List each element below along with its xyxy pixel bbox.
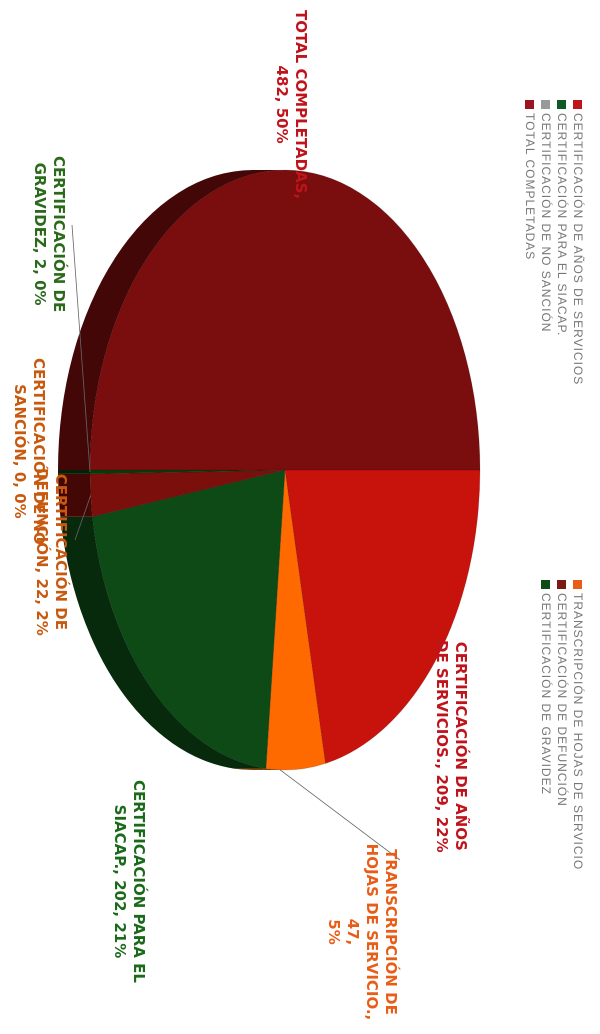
data-label-anos-servicios: CERTIFICACIÓN DE AÑOS DE SERVICIOS., 209…: [432, 640, 470, 853]
pie-slice-side: [58, 473, 93, 517]
pie-group: [58, 169, 481, 771]
data-label-line: DE SERVICIOS., 209, 22%: [433, 640, 451, 853]
data-label-total: TOTAL COMPLETADAS, 482, 50%: [272, 10, 310, 199]
pie-slice-side: [58, 170, 285, 470]
data-label-line: HOJAS DE SERVICIO., 47,: [344, 843, 381, 1021]
data-label-line: CERTIFICACIÓN PARA EL: [130, 780, 148, 983]
pie-slice-2: [265, 469, 326, 771]
pie-slice-4: [89, 469, 286, 518]
leader-line: [71, 224, 91, 472]
data-label-line: SIACAP., 202, 21%: [111, 804, 129, 959]
data-label-line: CERTIFICACIÓN DE AÑOS: [452, 641, 470, 851]
data-label-line: CERTIFICACIÓN DE: [50, 156, 68, 313]
data-label-no-sancion: CERTIFICACIÓN DE NO SANCIÓN, 0, 0%: [10, 358, 48, 545]
pie-slice-3: [91, 469, 286, 770]
leader-line: [279, 769, 401, 861]
data-label-line: TRANSCRIPCIÓN DE: [382, 849, 400, 1015]
pie-slice-side: [58, 470, 91, 474]
data-label-line: CERTIFICACIÓN DE: [52, 473, 70, 630]
pie-slice-1: [284, 469, 481, 765]
data-label-line: GRAVIDEZ, 2, 0%: [31, 162, 49, 306]
data-label-hojas-servicio: TRANSCRIPCIÓN DE HOJAS DE SERVICIO., 47,…: [324, 830, 400, 1034]
pie-slice-7: [89, 169, 481, 471]
data-label-siacap: CERTIFICACIÓN PARA EL SIACAP., 202, 21%: [110, 780, 148, 983]
data-label-line: SANCIÓN, 0, 0%: [11, 384, 29, 519]
pie-slice-side: [60, 516, 266, 769]
leader-lines: [71, 224, 401, 861]
data-label-line: 482, 50%: [273, 65, 291, 144]
data-label-gravidez: CERTIFICACIÓN DE GRAVIDEZ, 2, 0%: [30, 156, 68, 312]
pie-slice-side: [233, 768, 285, 770]
data-label-line: TOTAL COMPLETADAS,: [292, 10, 310, 200]
leader-line: [74, 495, 92, 541]
data-label-line: 5%: [325, 919, 343, 945]
data-label-line: CERTIFICACIÓN DE NO: [30, 358, 48, 545]
